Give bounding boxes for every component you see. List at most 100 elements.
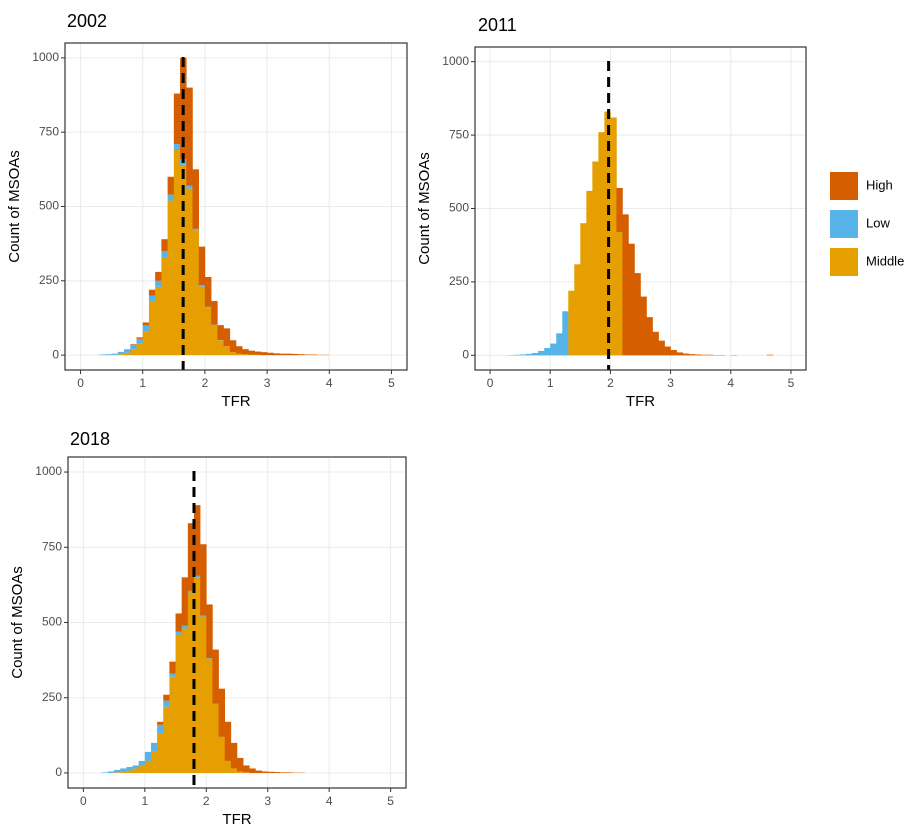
histogram-bar — [200, 615, 207, 617]
histogram-bar — [248, 354, 255, 356]
x-tick-label: 3 — [264, 376, 271, 390]
histogram-bar — [236, 346, 243, 354]
histogram-bar — [142, 325, 150, 332]
histogram-bar — [640, 296, 647, 356]
histogram-bar — [186, 188, 193, 356]
histogram-bar — [255, 770, 262, 773]
histogram-bar — [144, 751, 152, 761]
histogram-bar — [150, 751, 158, 773]
histogram-bar — [187, 523, 195, 591]
y-tick-label: 750 — [42, 539, 62, 553]
histogram-bar — [157, 733, 164, 773]
histogram-bar — [167, 194, 175, 201]
histogram-bar — [157, 721, 164, 725]
histogram-bar — [273, 772, 281, 773]
y-tick-label: 250 — [39, 273, 59, 287]
histogram-bar — [173, 93, 181, 145]
histogram-bar — [173, 144, 181, 151]
histogram-bar — [237, 757, 244, 772]
legend-label: Low — [866, 215, 890, 230]
histogram-bar — [142, 322, 150, 326]
y-axis-title: Count of MSOAs — [6, 150, 23, 263]
histogram-bar — [169, 676, 176, 773]
histogram-bar — [200, 616, 207, 773]
histogram-bar — [646, 317, 653, 356]
histogram-bar — [167, 200, 175, 356]
histogram-bar — [114, 772, 121, 773]
histogram-bar — [586, 190, 593, 356]
histogram-bar — [532, 352, 539, 356]
legend-swatch — [830, 172, 858, 200]
histogram-bar — [212, 703, 219, 773]
x-tick-label: 1 — [547, 376, 554, 390]
legend-swatch — [830, 248, 858, 276]
histogram-bar — [206, 658, 213, 659]
histogram-bar — [298, 354, 305, 356]
histogram-bar — [622, 214, 629, 356]
chart-title: 2002 — [67, 11, 107, 31]
histogram-bar — [310, 354, 318, 356]
histogram-bar — [105, 354, 112, 356]
histogram-bar — [688, 354, 695, 356]
histogram-bar — [598, 132, 605, 356]
histogram-bar — [217, 325, 224, 340]
legend-label: High — [866, 177, 893, 192]
x-tick-label: 4 — [326, 376, 333, 390]
y-tick-label: 0 — [52, 347, 59, 361]
histogram-bar — [261, 771, 269, 773]
histogram-bar — [676, 352, 683, 356]
x-tick-label: 2 — [203, 794, 210, 808]
histogram-bar — [186, 87, 193, 186]
histogram-bar — [230, 768, 238, 773]
y-axis-title: Count of MSOAs — [9, 566, 26, 679]
legend-swatch — [830, 210, 858, 238]
histogram-bar — [136, 343, 144, 356]
histogram-bar — [192, 169, 199, 229]
histogram-bar — [204, 276, 212, 307]
histogram-bar — [224, 721, 232, 761]
histogram-bar — [161, 251, 168, 258]
histogram-bar — [550, 343, 557, 356]
histogram-bar — [124, 352, 131, 356]
histogram-bar — [117, 351, 125, 355]
histogram-bar — [187, 592, 195, 773]
histogram-bar — [155, 271, 162, 281]
x-tick-label: 3 — [264, 794, 271, 808]
histogram-bar — [634, 273, 641, 356]
histogram-bar — [664, 346, 671, 356]
histogram-bar — [285, 353, 293, 356]
histogram-bar — [211, 325, 218, 356]
histogram-bar — [120, 768, 127, 773]
x-axis-title: TFR — [222, 811, 251, 828]
x-tick-label: 0 — [487, 376, 494, 390]
x-tick-label: 3 — [667, 376, 674, 390]
histogram-bar — [193, 505, 201, 576]
histogram-bar — [211, 324, 218, 326]
histogram-bar — [206, 604, 213, 659]
histogram-bar — [150, 742, 158, 752]
histogram-bar — [520, 354, 527, 356]
histogram-bar — [670, 350, 677, 356]
histogram-bar — [218, 736, 226, 773]
y-tick-label: 750 — [39, 124, 59, 138]
histogram-bar — [181, 625, 189, 629]
histogram-bar — [138, 765, 146, 773]
histogram-bar — [148, 295, 156, 302]
histogram-bar — [193, 577, 201, 773]
histogram-bar — [706, 354, 714, 356]
histogram-bar — [242, 354, 249, 356]
histogram-bar — [175, 631, 182, 635]
histogram-bar — [243, 765, 250, 773]
histogram-bar — [286, 772, 293, 773]
histogram-bar — [126, 766, 133, 771]
histogram-bar — [538, 350, 545, 356]
histogram-bar — [192, 230, 199, 356]
y-tick-label: 1000 — [32, 50, 59, 64]
x-tick-label: 4 — [326, 794, 333, 808]
histogram-bar — [155, 280, 162, 287]
y-tick-label: 0 — [55, 765, 62, 779]
histogram-bar — [124, 349, 131, 353]
histogram-bar — [193, 575, 201, 578]
histogram-bar — [242, 349, 249, 355]
